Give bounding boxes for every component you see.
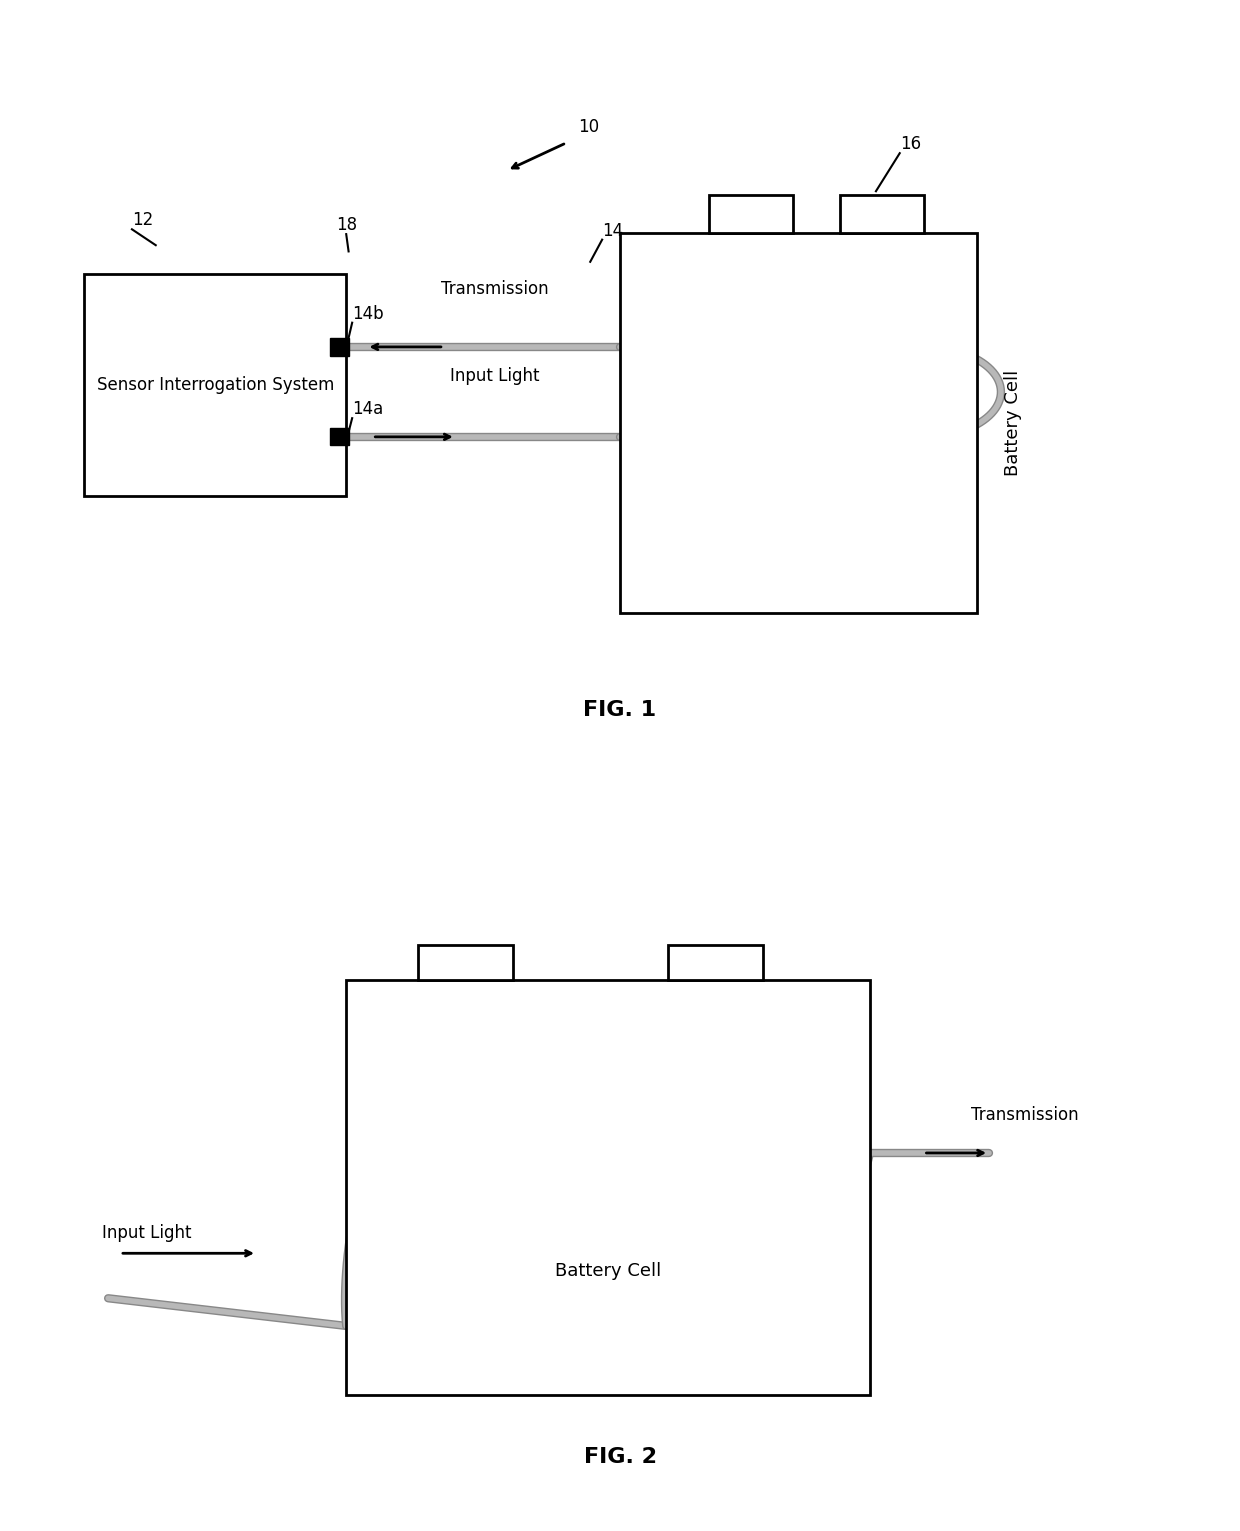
Text: 18: 18	[336, 216, 357, 234]
Text: FIG. 2: FIG. 2	[584, 1447, 656, 1467]
Text: 12: 12	[131, 211, 154, 230]
Bar	[346, 980, 870, 1395]
Text: Input Light: Input Light	[102, 1223, 192, 1242]
Bar	[667, 945, 763, 980]
Bar	[418, 945, 513, 980]
Text: 16: 16	[900, 135, 921, 153]
Text: 10: 10	[578, 118, 599, 136]
Text: Battery Cell: Battery Cell	[1004, 371, 1022, 476]
Bar	[709, 194, 792, 233]
Text: Sensor Interrogation System: Sensor Interrogation System	[97, 377, 334, 393]
Bar	[330, 338, 348, 355]
Text: Transmission: Transmission	[441, 280, 549, 299]
Text: Input Light: Input Light	[450, 367, 539, 384]
Text: 14a: 14a	[352, 400, 383, 418]
Bar	[84, 274, 346, 496]
Text: 14: 14	[603, 222, 624, 240]
Text: Transmission: Transmission	[971, 1105, 1079, 1124]
Text: Battery Cell: Battery Cell	[556, 1262, 661, 1280]
Text: 14b: 14b	[352, 305, 384, 323]
Bar	[330, 429, 348, 446]
Bar	[620, 233, 977, 614]
Text: FIG. 1: FIG. 1	[584, 700, 656, 720]
Bar	[841, 194, 924, 233]
